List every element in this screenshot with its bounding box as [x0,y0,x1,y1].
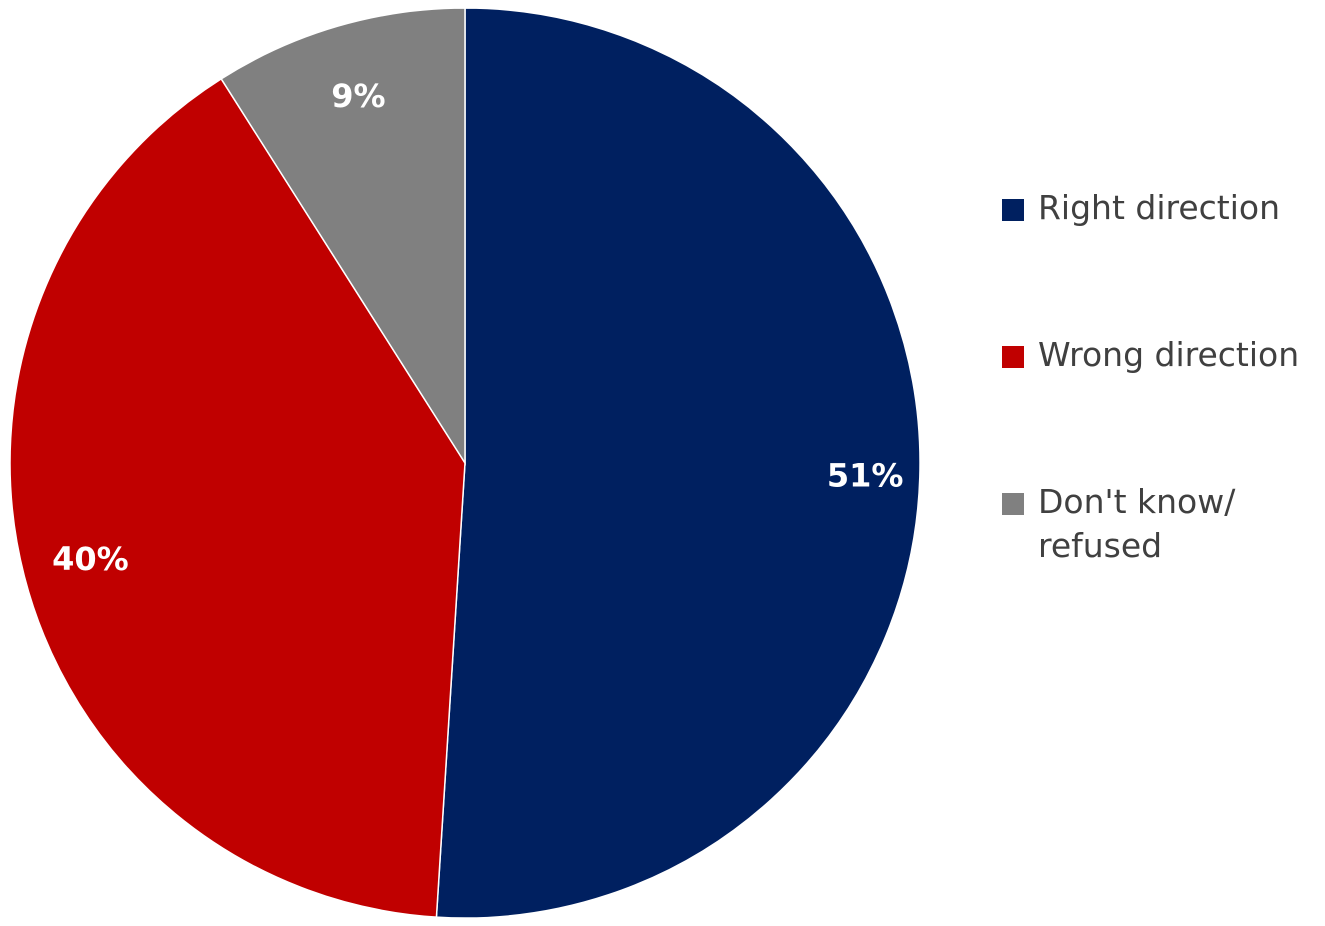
legend-label-right-direction: Right direction [1038,188,1281,227]
pie-slice-don-t-know-refused [220,7,466,466]
pie-data-labels: 51% 40% 9% [52,77,903,578]
data-label-right-direction: 51% [827,457,904,495]
pie-slices [9,7,921,919]
legend-label-dont-know-line1: Don't know/ [1038,482,1236,521]
legend-item-dont-know: Don't know/ refused [1002,480,1322,568]
data-label-don-t-know-refused: 9% [331,77,385,115]
pie-slice-wrong-direction [9,77,466,918]
legend-swatch-dont-know [1002,493,1024,515]
legend-item-right-direction: Right direction [1002,186,1322,230]
legend-label-dont-know-line2: refused [1038,526,1163,565]
pie-slice-right-direction [435,7,921,919]
data-label-wrong-direction: 40% [52,540,129,578]
legend-item-wrong-direction: Wrong direction [1002,333,1322,377]
chart-legend: Right direction Wrong direction Don't kn… [1002,186,1322,568]
legend-label-wrong-direction: Wrong direction [1038,335,1300,374]
legend-swatch-right-direction [1002,199,1024,221]
legend-swatch-wrong-direction [1002,346,1024,368]
